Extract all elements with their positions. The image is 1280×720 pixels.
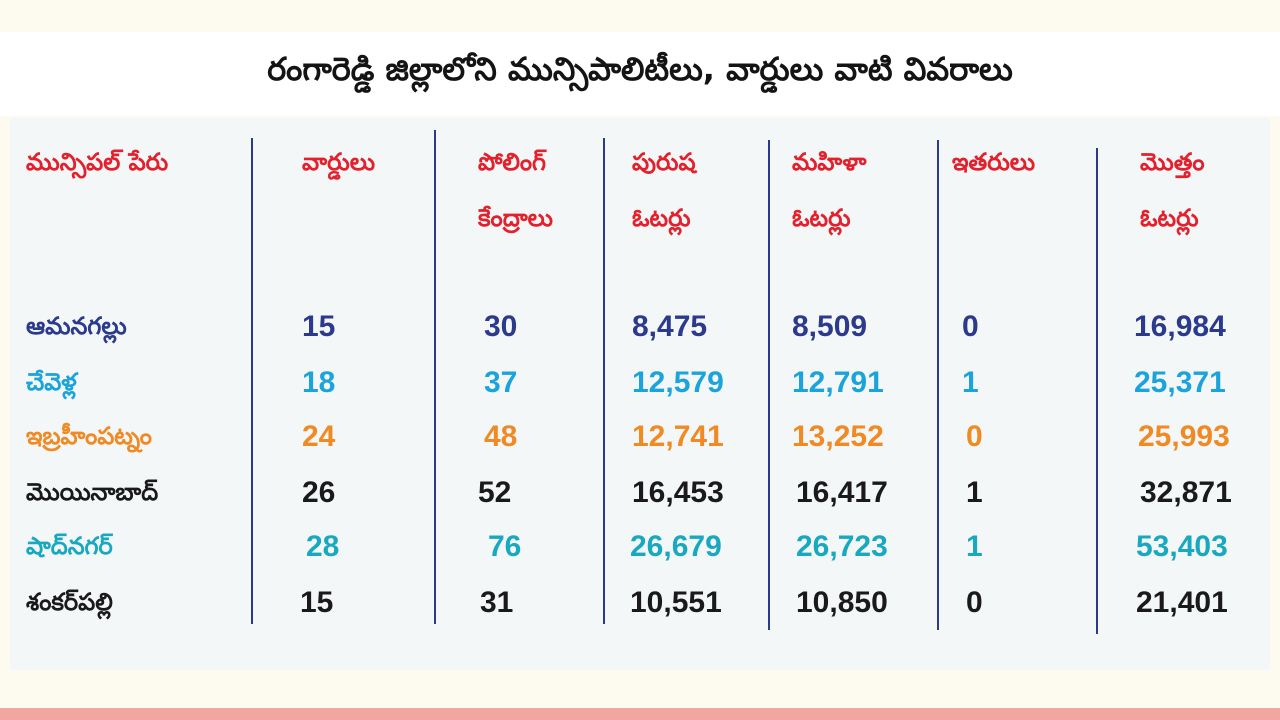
- column-divider: [937, 140, 939, 630]
- wards-value: 15: [300, 586, 334, 619]
- others-value: 0: [966, 586, 983, 619]
- column-divider: [434, 130, 436, 624]
- others-value: 1: [966, 530, 983, 563]
- header-female-line2: ఓటర్లు: [792, 204, 851, 232]
- column-divider: [251, 138, 253, 624]
- total-voters-value: 16,984: [1134, 310, 1226, 343]
- polling-value: 48: [484, 420, 518, 453]
- municipality-name: చేవెళ్ల: [26, 368, 77, 396]
- header-female-line1: మహిళా: [792, 148, 867, 176]
- municipality-name: శంకర్‌పల్లి: [26, 588, 113, 616]
- header-wards: వార్డులు: [302, 148, 376, 176]
- header-male-line1: పురుష: [632, 148, 696, 176]
- wards-value: 15: [302, 310, 336, 343]
- male-voters-value: 12,741: [632, 420, 724, 453]
- bottom-band: [0, 708, 1280, 720]
- female-voters-value: 26,723: [796, 530, 888, 563]
- wards-value: 26: [302, 476, 336, 509]
- polling-value: 30: [484, 310, 518, 343]
- male-voters-value: 12,579: [632, 366, 724, 399]
- column-divider: [1096, 148, 1098, 634]
- title-band: [0, 32, 1280, 116]
- male-voters-value: 26,679: [630, 530, 722, 563]
- others-value: 1: [966, 476, 983, 509]
- total-voters-value: 21,401: [1136, 586, 1228, 619]
- page-title: రంగారెడ్డి జిల్లాలోని మున్సిపాలిటీలు, వా…: [267, 50, 1013, 88]
- header-male-line2: ఓటర్లు: [632, 204, 691, 232]
- wards-value: 18: [302, 366, 336, 399]
- header-polling-line1: పోలింగ్: [478, 148, 546, 176]
- polling-value: 37: [484, 366, 518, 399]
- municipality-name: షాద్‌నగర్: [26, 532, 113, 560]
- wards-value: 28: [306, 530, 340, 563]
- polling-value: 52: [478, 476, 512, 509]
- header-municipality: మున్సిపల్ పేరు: [26, 148, 169, 176]
- male-voters-value: 10,551: [630, 586, 722, 619]
- polling-value: 31: [480, 586, 514, 619]
- others-value: 0: [966, 420, 983, 453]
- male-voters-value: 16,453: [632, 476, 724, 509]
- female-voters-value: 16,417: [796, 476, 888, 509]
- polling-value: 76: [488, 530, 522, 563]
- total-voters-value: 53,403: [1136, 530, 1228, 563]
- header-others: ఇతరులు: [952, 148, 1036, 176]
- header-total-line1: మొత్తం: [1140, 148, 1205, 176]
- table-panel: [10, 118, 1270, 670]
- header-polling-line2: కేంద్రాలు: [478, 204, 553, 232]
- female-voters-value: 8,509: [792, 310, 868, 343]
- municipality-name: ఇబ్రహీంపట్నం: [26, 422, 152, 450]
- female-voters-value: 10,850: [796, 586, 888, 619]
- total-voters-value: 25,993: [1138, 420, 1230, 453]
- wards-value: 24: [302, 420, 336, 453]
- municipality-name: మొయినాబాద్: [26, 478, 159, 506]
- female-voters-value: 12,791: [792, 366, 884, 399]
- municipality-name: ఆమనగల్లు: [26, 312, 127, 340]
- column-divider: [768, 140, 770, 630]
- others-value: 0: [962, 310, 979, 343]
- total-voters-value: 25,371: [1134, 366, 1226, 399]
- male-voters-value: 8,475: [632, 310, 708, 343]
- others-value: 1: [962, 366, 979, 399]
- total-voters-value: 32,871: [1140, 476, 1232, 509]
- column-divider: [603, 138, 605, 624]
- header-total-line2: ఓటర్లు: [1140, 204, 1199, 232]
- female-voters-value: 13,252: [792, 420, 884, 453]
